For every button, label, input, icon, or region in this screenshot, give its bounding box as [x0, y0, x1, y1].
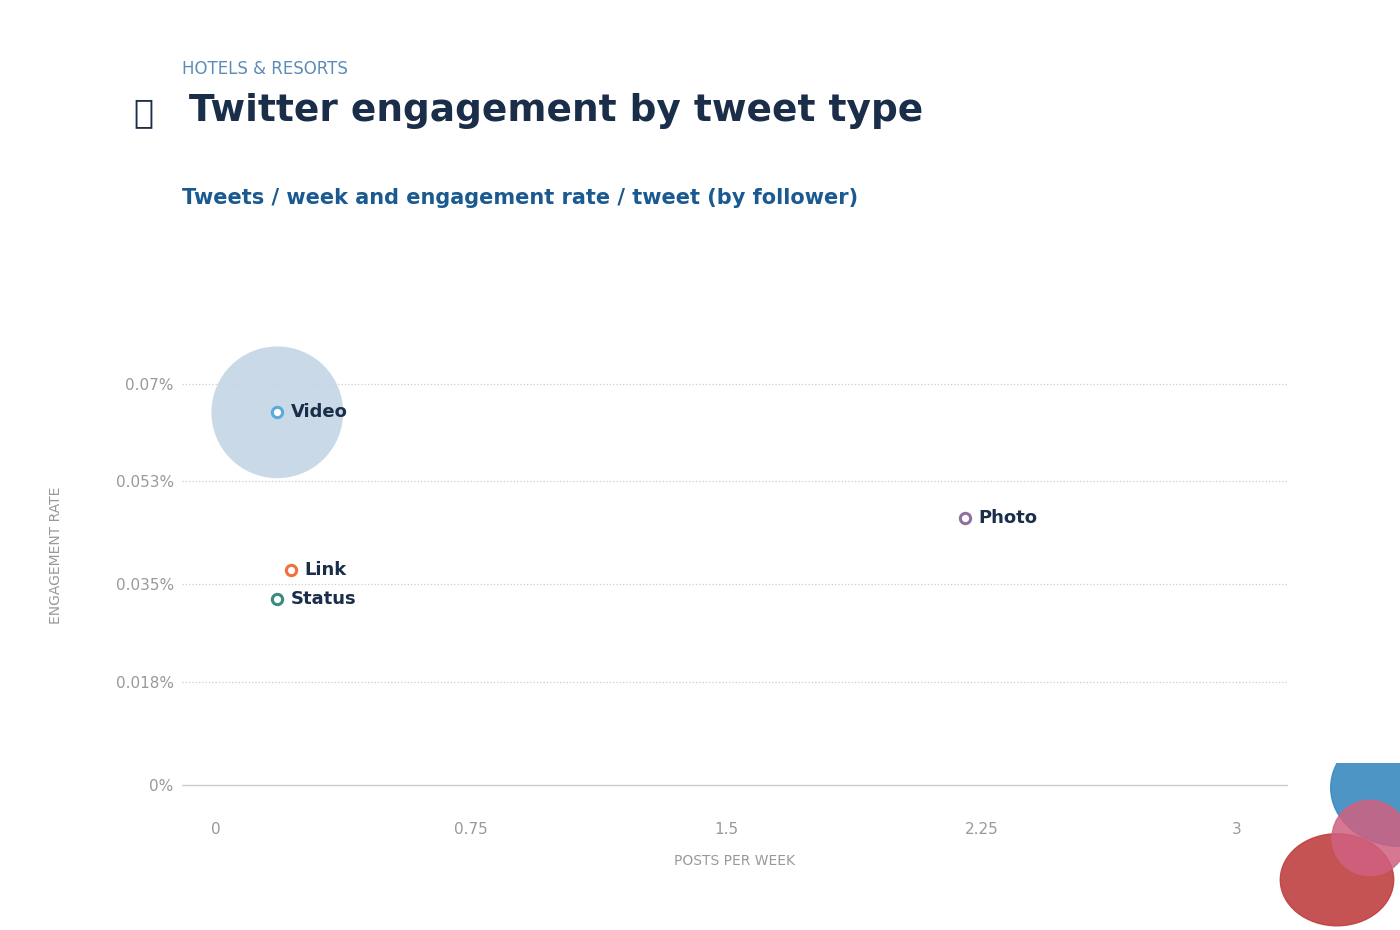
Text: 🐦: 🐦 [133, 96, 153, 128]
Text: Twitter engagement by tweet type: Twitter engagement by tweet type [189, 93, 923, 129]
Text: Status: Status [291, 590, 357, 607]
Text: Photo: Photo [979, 510, 1037, 527]
Text: Tweets / week and engagement rate / tweet (by follower): Tweets / week and engagement rate / twee… [182, 188, 858, 208]
Ellipse shape [1280, 834, 1394, 926]
Point [266, 405, 288, 419]
Point [953, 511, 976, 525]
Point [266, 591, 288, 606]
Ellipse shape [1331, 800, 1400, 876]
Point [266, 405, 288, 419]
Text: IQ: IQ [1253, 893, 1281, 913]
Text: Video: Video [291, 404, 347, 421]
Text: Rival: Rival [1242, 863, 1292, 881]
X-axis label: POSTS PER WEEK: POSTS PER WEEK [675, 854, 795, 868]
Text: Link: Link [305, 561, 347, 579]
Point [280, 563, 302, 578]
Ellipse shape [1330, 729, 1400, 846]
Text: HOTELS & RESORTS: HOTELS & RESORTS [182, 60, 347, 78]
Y-axis label: ENGAGEMENT RATE: ENGAGEMENT RATE [49, 487, 63, 624]
